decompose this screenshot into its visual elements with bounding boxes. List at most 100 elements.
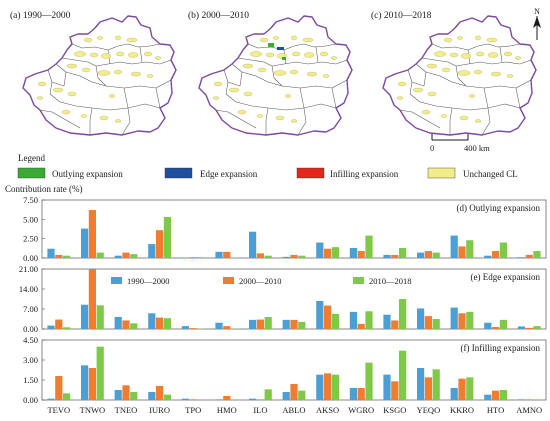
bar xyxy=(466,377,474,400)
bar xyxy=(357,388,365,400)
bar xyxy=(47,325,55,329)
bar xyxy=(533,326,541,329)
bar xyxy=(316,242,324,258)
series-name: 2000—2010 xyxy=(239,276,282,286)
region-map xyxy=(382,15,537,136)
legend-swatch xyxy=(164,167,193,179)
north-arrow-icon: N xyxy=(533,7,541,40)
y-tick-label: 7.50 xyxy=(23,195,38,205)
bar xyxy=(525,254,533,258)
legend: Legend Outlying expansion Edge expansion… xyxy=(17,153,518,179)
region-map xyxy=(198,15,353,136)
bar xyxy=(215,251,223,258)
map-panel-a: (a) 1990—2000 xyxy=(10,10,177,136)
bar xyxy=(55,376,63,400)
legend-item-outlying: Outlying expansion xyxy=(17,167,123,179)
bar xyxy=(417,368,425,400)
bar xyxy=(298,321,306,329)
bar xyxy=(81,304,89,329)
edge-patch xyxy=(277,47,284,50)
bar xyxy=(122,252,130,258)
bar xyxy=(256,253,264,258)
bar xyxy=(47,398,55,400)
bar xyxy=(63,327,71,329)
bar-panels: 0.002.505.007.50(d) Outlying expansion0.… xyxy=(19,195,547,405)
bar xyxy=(290,384,298,400)
series-legend-item: 2010—2018 xyxy=(353,276,412,286)
series-legend: 1990—2000 2000—2010 2010—2018 xyxy=(111,276,412,286)
map-panel-c: (c) 2010—2018 xyxy=(371,10,537,136)
bar xyxy=(156,230,164,258)
bar xyxy=(533,399,541,400)
bar xyxy=(264,255,272,258)
bar xyxy=(96,305,104,329)
legend-label: Edge expansion xyxy=(200,169,258,179)
bar xyxy=(517,326,525,329)
bar xyxy=(525,399,533,400)
bar xyxy=(357,323,365,329)
x-tick-label: ILO xyxy=(253,405,267,415)
bar xyxy=(181,398,189,400)
bar xyxy=(432,369,440,400)
map-panels: (a) 1990—2000 (b) 2000—2010 (c) 2010—201… xyxy=(10,7,541,153)
bar xyxy=(223,251,231,258)
bar xyxy=(349,247,357,258)
bar-panel: 0.00 1.50 3.00 4.50 (f) Infilling expansion xyxy=(23,335,547,405)
bar xyxy=(163,318,171,329)
bar xyxy=(290,254,298,258)
y-tick-label: 0.00 xyxy=(23,324,38,334)
bar xyxy=(55,254,63,258)
bar xyxy=(517,257,525,258)
bar xyxy=(466,311,474,329)
bar xyxy=(96,252,104,258)
bar xyxy=(156,386,164,400)
bar xyxy=(432,319,440,329)
bar xyxy=(417,252,425,258)
legend-swatch xyxy=(17,167,46,179)
bar xyxy=(148,313,156,329)
bar xyxy=(424,251,432,258)
bar xyxy=(466,240,474,258)
bar xyxy=(331,247,339,258)
bar xyxy=(55,319,63,329)
y-tick-label: 4.50 xyxy=(23,335,38,345)
y-tick-label: 7.00 xyxy=(23,304,38,314)
bar xyxy=(417,308,425,329)
region-map xyxy=(22,15,177,136)
bar xyxy=(324,305,332,329)
map-panel-label: (a) 1990—2000 xyxy=(10,10,71,21)
bar xyxy=(282,392,290,400)
bar xyxy=(88,269,96,329)
bar xyxy=(282,256,290,258)
bar xyxy=(424,316,432,329)
x-tick-label: ABLO xyxy=(282,405,305,415)
bar xyxy=(63,255,71,258)
bar xyxy=(122,385,130,400)
series-legend-item: 1990—2000 xyxy=(111,276,170,286)
bar xyxy=(499,319,507,329)
bar xyxy=(148,244,156,258)
x-tick-label: TNWO xyxy=(80,405,106,415)
scale-bar: 0 400 km xyxy=(430,134,490,153)
bar xyxy=(365,235,373,258)
map-a xyxy=(22,15,177,136)
bar xyxy=(290,319,298,329)
bar xyxy=(349,311,357,329)
bar xyxy=(424,377,432,400)
bar xyxy=(130,254,138,258)
bar xyxy=(458,378,466,400)
x-tick-label: WGRO xyxy=(348,405,374,415)
legend-label: Infilling expansion xyxy=(330,169,399,179)
bar xyxy=(114,390,122,400)
bar xyxy=(215,399,223,400)
x-tick-label: YEQO xyxy=(417,405,441,415)
bar xyxy=(298,255,306,258)
bar xyxy=(148,392,156,400)
y-tick-label: 21.00 xyxy=(19,264,38,274)
bar xyxy=(499,242,507,258)
map-panel-label: (b) 2000—2010 xyxy=(188,10,249,21)
bar xyxy=(122,320,130,329)
legend-swatch xyxy=(427,167,456,179)
bar xyxy=(63,393,71,400)
